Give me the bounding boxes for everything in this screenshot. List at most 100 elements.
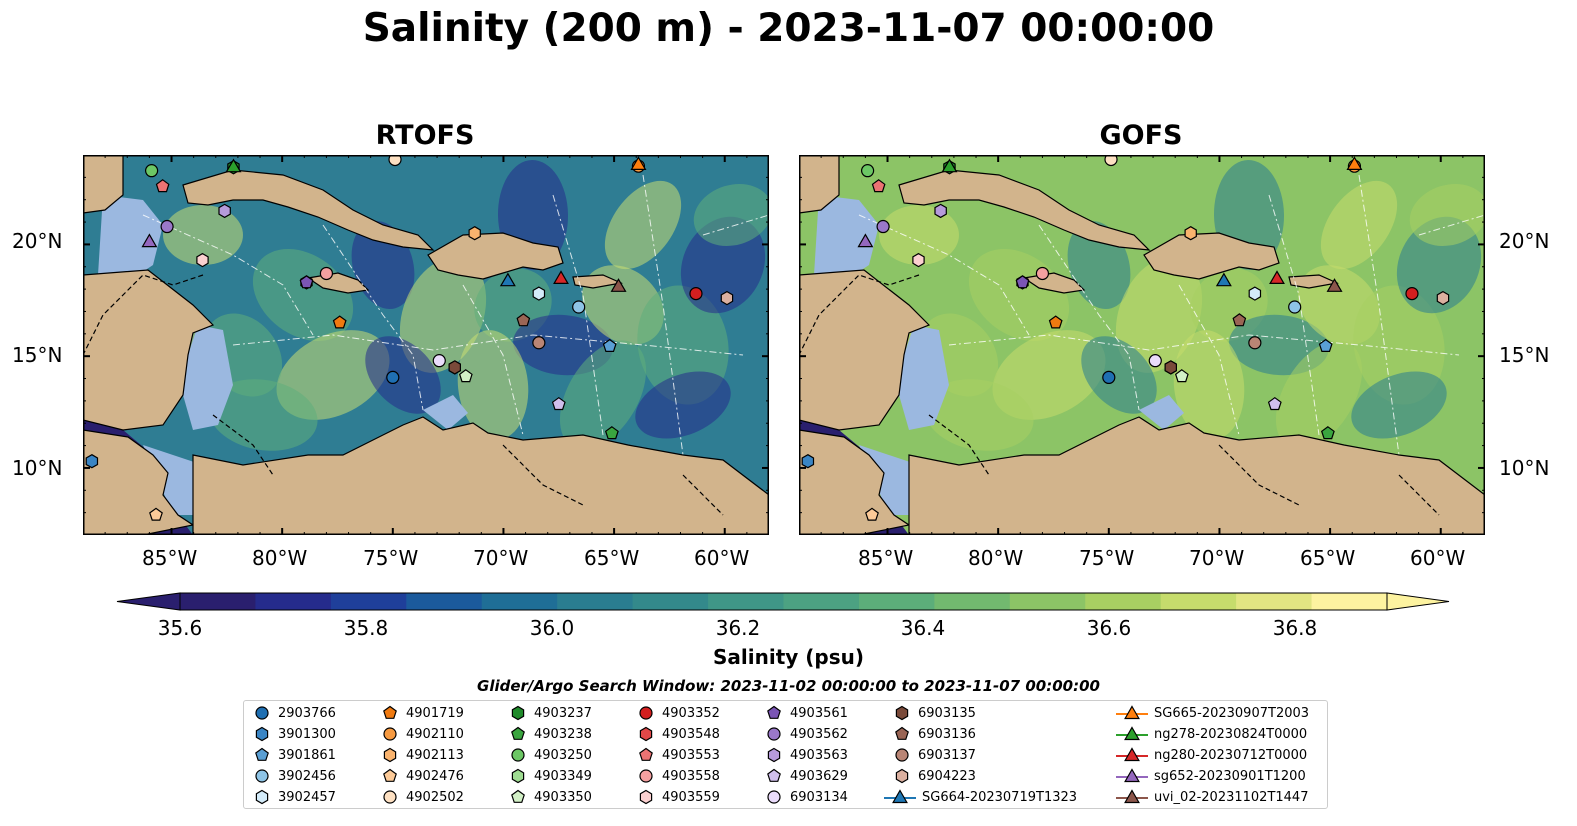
gofs-frame (799, 155, 1485, 535)
legend-label: 4903352 (662, 705, 720, 721)
gofs-obs-SG665-20230907T2003 (1346, 156, 1363, 170)
legend-item: 4903350 (508, 787, 592, 807)
lat-label-20n-left: 20°N (12, 229, 63, 253)
legend-hexagon-marker (895, 705, 909, 721)
gofs-obs-4902113 (1184, 226, 1197, 241)
gofs-obs-2903766 (1102, 370, 1116, 385)
rtofs-obs-3901861 (602, 338, 617, 352)
gofs-obs-3901300 (801, 454, 815, 469)
legend-circle-marker (767, 790, 781, 804)
rtofs-land (427, 232, 564, 280)
gofs-obs-4903352 (1405, 286, 1419, 301)
legend-marker (639, 726, 653, 742)
colorbar-segment (557, 593, 634, 610)
gofs-land (898, 169, 1151, 251)
map-gofs[interactable] (799, 155, 1485, 535)
legend-marker (767, 790, 781, 804)
legend-label: 3902457 (278, 789, 336, 805)
colorbar-segment (708, 593, 784, 610)
legend-item: 3901861 (252, 745, 336, 765)
rtofs-salinity-eddy (399, 257, 487, 373)
legend-marker (1116, 789, 1148, 804)
gofs-shelf-area (1139, 395, 1184, 430)
legend-circle-marker (255, 706, 269, 720)
map-rtofs[interactable] (83, 155, 769, 535)
gofs-country-border (799, 274, 1440, 516)
legend-marker (511, 748, 525, 762)
legend-item: 4902113 (380, 745, 464, 765)
rtofs-land (83, 155, 124, 214)
colorbar-segment (1311, 593, 1388, 610)
legend-label: 6903136 (918, 726, 976, 742)
rtofs-obs-4903352 (689, 286, 703, 301)
gofs-salinity-eddy (879, 205, 959, 265)
gofs-obs-4903563 (934, 203, 947, 219)
legend-label: 2903766 (278, 705, 336, 721)
legend-item: 4903352 (636, 703, 720, 723)
legend-item: 6904223 (892, 766, 976, 786)
legend-marker (767, 727, 781, 741)
lon-label-65w-right: 65°W (1300, 546, 1356, 570)
gofs-salinity-eddy (1351, 371, 1447, 439)
legend-circle-marker (255, 769, 269, 783)
legend-marker (639, 789, 653, 805)
colorbar-label: Salinity (psu) (712, 645, 864, 669)
colorbar-segment (934, 593, 1011, 610)
legend-label: 4902110 (406, 726, 464, 742)
rtofs-obs-6903137 (532, 336, 546, 350)
gofs-land (1288, 274, 1340, 289)
gofs-land (799, 155, 840, 214)
legend-item: uvi_02-20231102T1447 (1116, 787, 1308, 807)
lon-label-60w-left: 60°W (694, 546, 750, 570)
rtofs-obs-uvi_02-20231102T1447 (610, 278, 627, 292)
legend-triangle-marker (892, 789, 908, 804)
legend-pentagon-marker (383, 768, 397, 782)
legend-hexagon-marker (895, 768, 909, 784)
rtofs-shelf-area (98, 195, 163, 285)
legend-item: 4903548 (636, 724, 720, 744)
legend-label: 4903553 (662, 747, 720, 763)
gofs-land (1143, 232, 1280, 280)
gofs-obs-3902457 (1248, 286, 1262, 301)
legend-pentagon-marker (767, 705, 781, 719)
legend-label: 3902456 (278, 768, 336, 784)
legend-item: 3902456 (252, 766, 336, 786)
lon-label-70w-right: 70°W (1189, 546, 1245, 570)
colorbar-segment (1236, 593, 1313, 610)
legend-item: 3901300 (252, 724, 336, 744)
legend-label: 4903561 (790, 705, 848, 721)
gofs-eez-boundary (858, 214, 1030, 336)
legend-item: ng278-20230824T0000 (1116, 724, 1307, 744)
legend-triangle-marker (1124, 726, 1140, 741)
colorbar-tick-36-0: 36.0 (529, 616, 575, 640)
legend-item: 6903137 (892, 745, 976, 765)
rtofs-obs-6904223 (720, 290, 734, 306)
rtofs-obs-4903559 (196, 252, 209, 268)
legend-label: SG665-20230907T2003 (1154, 705, 1310, 721)
rtofs-obs-4902502 (388, 155, 402, 167)
colorbar-tick-36-6: 36.6 (1086, 616, 1132, 640)
legend-hexagon-marker (511, 768, 525, 784)
legend-item: sg652-20230901T1200 (1116, 766, 1306, 786)
rtofs-salinity-eddy (163, 205, 243, 265)
legend-marker (255, 789, 269, 805)
legend-hexagon-marker (767, 747, 781, 763)
legend-item: 4903553 (636, 745, 720, 765)
legend-item: 4903563 (764, 745, 848, 765)
gofs-obs-3902456 (1288, 300, 1302, 314)
legend-label: 4903250 (534, 747, 592, 763)
rtofs-country-border (83, 274, 724, 516)
gofs-salinity-eddy (1081, 336, 1157, 414)
colorbar-segment (632, 593, 709, 610)
gofs-obs-6904223 (1436, 290, 1450, 306)
colorbar (116, 592, 1450, 611)
rtofs-frame (83, 155, 769, 535)
gofs-eez-boundary (1178, 284, 1240, 436)
gofs-eez-boundary (1358, 174, 1400, 456)
legend-marker (767, 747, 781, 763)
legend-label: 3901300 (278, 726, 336, 742)
legend-marker (895, 748, 909, 762)
legend-triangle-marker (1124, 705, 1140, 720)
legend-item: 4903562 (764, 724, 848, 744)
legend-item: 4902110 (380, 724, 464, 744)
